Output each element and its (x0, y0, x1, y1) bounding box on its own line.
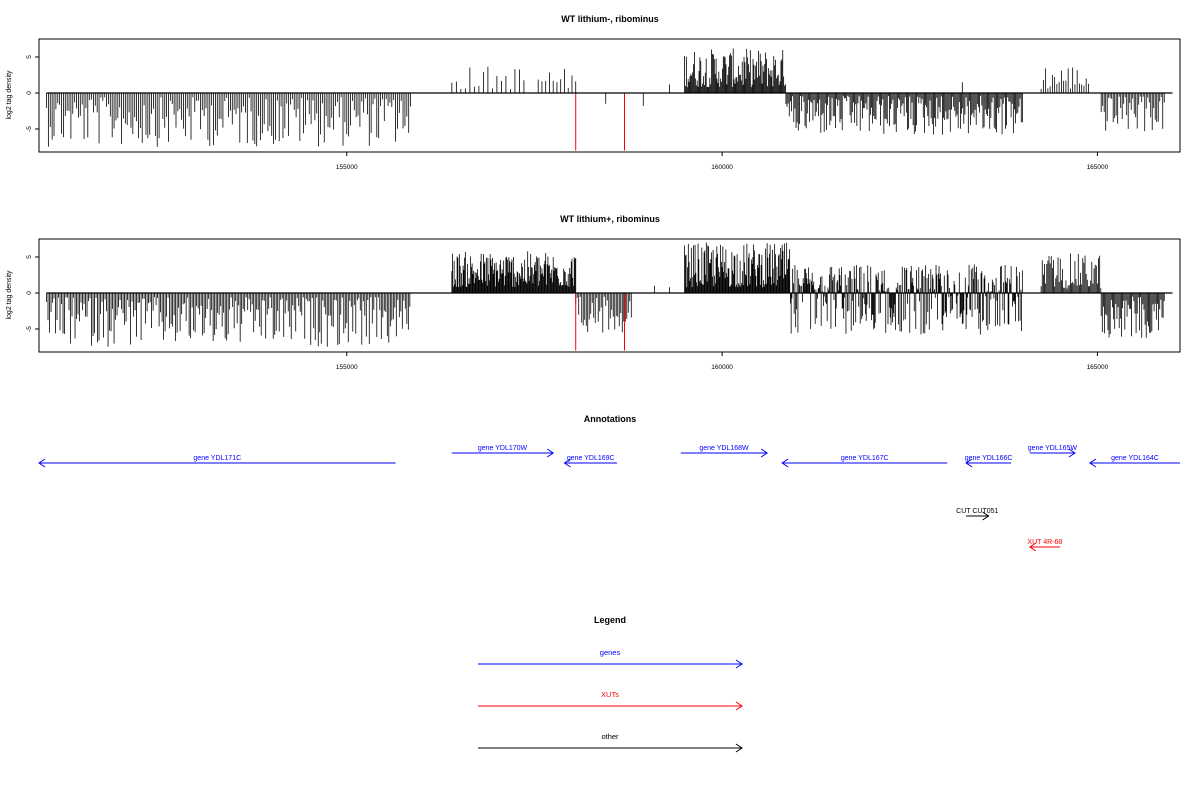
axes: 155000 160000 165000 -5 0 5 (26, 55, 1109, 171)
legend-title: Legend (594, 615, 626, 625)
arrow-head-icon (982, 511, 990, 521)
y-tick-label: 0 (26, 291, 33, 295)
y-axis-label: log2 tag density (6, 270, 13, 320)
y-tick-label: 5 (26, 255, 33, 259)
annotation-feature: gene YDL171C (38, 455, 396, 468)
x-tick-label: 160000 (711, 364, 733, 371)
arrow-head-icon (735, 743, 743, 753)
y-tick-label: 0 (26, 91, 33, 95)
arrow-head-icon (965, 458, 973, 468)
feature-label: gene YDL164C (1111, 455, 1159, 462)
legend: Legend genes XUTs other (478, 615, 743, 753)
y-tick-label: -5 (26, 126, 33, 132)
feature-label: gene YDL165W (1028, 445, 1078, 452)
arrow-head-icon (546, 448, 555, 458)
legend-item: XUTs (478, 690, 743, 711)
axes: 155000 160000 165000 -5 0 5 (26, 255, 1109, 371)
annotation-feature: gene YDL166C (965, 455, 1013, 468)
track-panel-lithium-minus: WT lithium-, ribominus log2 tag density … (6, 14, 1181, 171)
arrow-head-icon (1068, 448, 1076, 458)
annotation-feature: gene YDL167C (781, 455, 948, 468)
feature-label: gene YDL166C (965, 455, 1013, 462)
annotation-feature: gene YDL164C (1089, 455, 1180, 468)
legend-label: XUTs (601, 690, 619, 699)
arrow-head-icon (1089, 458, 1097, 468)
y-axis-label: log2 tag density (6, 70, 13, 120)
x-tick-label: 165000 (1087, 364, 1109, 371)
legend-label: other (601, 732, 619, 741)
y-tick-label: -5 (26, 326, 33, 332)
chart-title: WT lithium+, ribominus (560, 214, 660, 224)
annotation-features: gene YDL171C gene YDL170W gene YDL169C gene… (38, 445, 1180, 552)
legend-item: other (478, 732, 743, 753)
y-tick-label: 5 (26, 55, 33, 59)
x-tick-label: 155000 (336, 164, 358, 171)
feature-label: gene YDL170W (478, 445, 528, 452)
arrow-head-icon (1028, 542, 1037, 552)
chart-title: WT lithium-, ribominus (561, 14, 659, 24)
annotation-feature: CUT CUT051 (956, 508, 999, 521)
annotation-feature: XUT 4R-68 (1027, 539, 1062, 552)
annotation-feature: gene YDL165W (1028, 445, 1078, 458)
arrow-head-icon (735, 701, 743, 711)
bar-series (46, 242, 1173, 351)
annotation-feature: gene YDL169C (563, 455, 618, 468)
plot-frame (38, 238, 1181, 353)
annotation-feature: gene YDL168W (680, 445, 769, 458)
legend-items: genes XUTs other (478, 648, 743, 753)
feature-label: gene YDL167C (841, 455, 889, 462)
feature-label: XUT 4R-68 (1027, 539, 1062, 546)
feature-label: gene YDL168W (699, 445, 749, 452)
arrow-head-icon (735, 659, 743, 669)
annotations-title: Annotations (584, 414, 637, 424)
x-tick-label: 155000 (336, 364, 358, 371)
legend-item: genes (478, 648, 743, 669)
feature-label: gene YDL171C (193, 455, 241, 462)
bar-series (46, 48, 1173, 151)
arrow-head-icon (563, 458, 571, 468)
feature-label: gene YDL169C (567, 455, 615, 462)
x-tick-label: 160000 (711, 164, 733, 171)
arrow-head-icon (760, 448, 769, 458)
plot-frame (38, 38, 1181, 153)
legend-label: genes (600, 648, 621, 657)
x-tick-label: 165000 (1087, 164, 1109, 171)
annotation-feature: gene YDL170W (451, 445, 555, 458)
feature-label: CUT CUT051 (956, 508, 998, 515)
arrow-head-icon (38, 458, 46, 468)
track-panel-lithium-plus: WT lithium+, ribominus log2 tag density … (6, 214, 1181, 371)
arrow-head-icon (781, 458, 789, 468)
